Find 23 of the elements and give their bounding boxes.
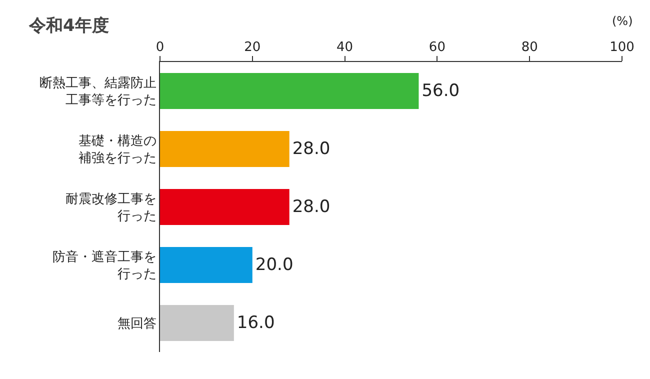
data-label: 28.0: [292, 197, 330, 217]
data-label: 28.0: [292, 139, 330, 159]
x-tick-label: 60: [428, 40, 446, 55]
x-tick-label: 0: [156, 40, 164, 55]
y-tick-label: 無回答: [117, 316, 156, 332]
bar: [160, 189, 290, 225]
x-tick-label: 80: [521, 40, 538, 55]
bar: [160, 131, 290, 167]
data-label: 16.0: [236, 313, 275, 333]
bar: [160, 247, 252, 283]
x-tick-label: 20: [244, 40, 261, 55]
data-label: 20.0: [255, 255, 294, 275]
x-tick-label: 100: [610, 40, 634, 55]
y-tick-label: 基礎・構造の補強を行った: [78, 134, 156, 166]
y-tick-label: 防音・遮音工事を行った: [52, 250, 156, 282]
data-label: 56.0: [422, 81, 460, 101]
x-tick-label: 40: [336, 40, 354, 55]
y-tick-label: 断熱工事、結露防止工事等を行った: [39, 76, 156, 108]
chart-title: 令和4年度: [28, 16, 109, 36]
x-axis-title: (%): [612, 14, 633, 28]
bar: [160, 73, 419, 109]
bar: [160, 305, 234, 341]
y-tick-label: 耐震改修工事を行った: [65, 192, 156, 224]
